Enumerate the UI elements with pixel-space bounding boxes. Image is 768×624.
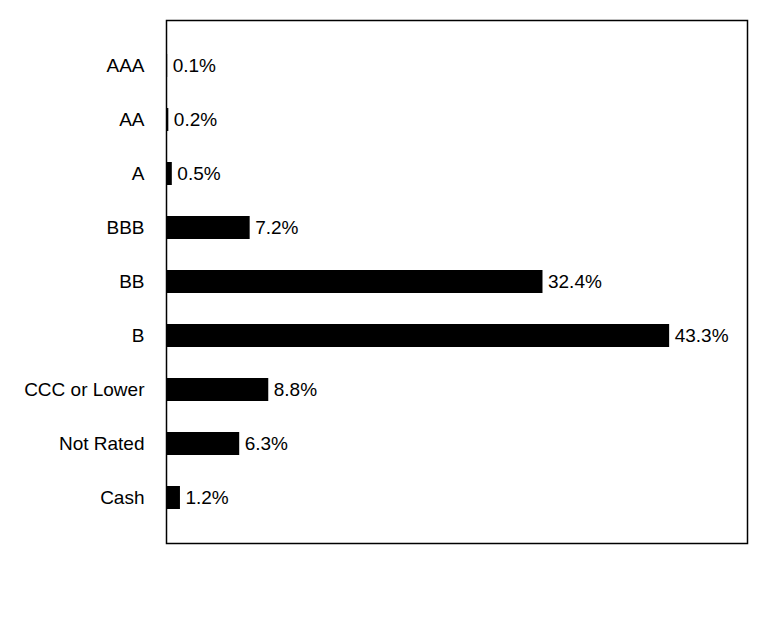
svg-text:0.5%: 0.5% — [177, 163, 220, 184]
svg-text:1.2%: 1.2% — [185, 487, 228, 508]
svg-text:Not Rated: Not Rated — [59, 433, 145, 454]
svg-text:AAA: AAA — [106, 55, 144, 76]
svg-text:8.8%: 8.8% — [274, 379, 317, 400]
svg-text:B: B — [132, 325, 145, 346]
svg-text:0.2%: 0.2% — [174, 109, 217, 130]
svg-text:32.4%: 32.4% — [548, 271, 602, 292]
svg-text:BBB: BBB — [106, 217, 144, 238]
svg-text:BB: BB — [119, 271, 144, 292]
svg-text:6.3%: 6.3% — [245, 433, 288, 454]
svg-text:43.3%: 43.3% — [675, 325, 729, 346]
svg-text:A: A — [132, 163, 145, 184]
svg-text:CCC or Lower: CCC or Lower — [24, 379, 145, 400]
svg-text:AA: AA — [119, 109, 145, 130]
svg-text:Cash: Cash — [100, 487, 144, 508]
svg-text:0.1%: 0.1% — [173, 55, 216, 76]
svg-text:7.2%: 7.2% — [255, 217, 298, 238]
